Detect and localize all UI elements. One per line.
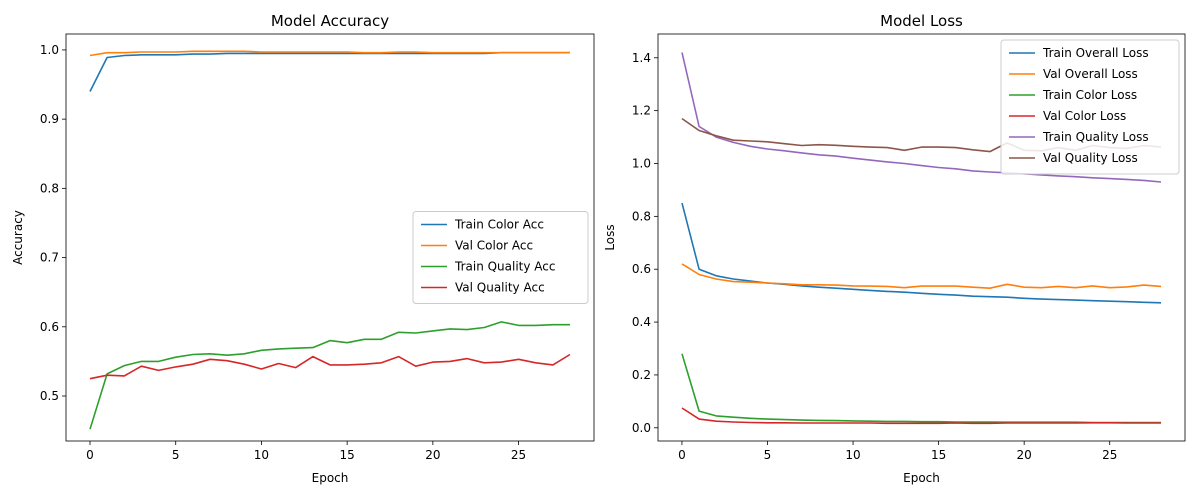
legend-box	[1000, 39, 1180, 175]
y-axis-label: Accuracy	[11, 210, 25, 265]
legend-entry: Train Color Loss	[1042, 88, 1137, 102]
y-tick-label: 1.0	[632, 157, 651, 171]
legend: Train Color Acc Val Color Acc Train Qualit…	[412, 211, 589, 304]
x-tick-label: 0	[86, 448, 94, 462]
series-line-train-color-acc	[89, 51, 570, 92]
y-tick-label: 0.6	[632, 262, 651, 276]
legend-entry: Train Color Acc	[454, 218, 544, 232]
legend-entry: Train Quality Acc	[454, 260, 556, 274]
series-line-val-color-loss	[681, 407, 1161, 425]
series-line-train-quality-acc	[89, 321, 570, 430]
plot-frame	[65, 33, 595, 442]
y-tick-label: 1.2	[632, 104, 651, 118]
legend: Train Overall Loss Val Overall Loss Train …	[1000, 39, 1180, 175]
x-tick-label: 20	[425, 448, 440, 462]
y-tick-label: 0.0	[632, 421, 651, 435]
x-tick-label: 5	[764, 448, 772, 462]
y-tick-label: 0.8	[632, 209, 651, 223]
series-line-train-color-loss	[681, 353, 1161, 424]
y-tick-label: 1.0	[40, 43, 59, 57]
accuracy-chart-panel: Model Accuracy 0 5 10 15 20 25 0.5 0.6 0.7 0.8 0.9 1…	[11, 12, 595, 485]
legend-entry: Val Overall Loss	[1043, 67, 1138, 81]
loss-chart-panel: Model Loss 0 5 10 15 20 25 0.0 0.2 0.4 0.6 0.8 1.0 1.…	[603, 12, 1186, 485]
legend-entry: Val Quality Acc	[455, 281, 545, 295]
x-tick-label: 0	[678, 448, 686, 462]
series-line-val-color-acc	[89, 50, 570, 57]
y-tick-label: 0.6	[40, 320, 59, 334]
chart-title: Model Accuracy	[271, 12, 389, 30]
x-tick-label: 20	[1017, 448, 1032, 462]
series-line-train-quality-loss	[681, 52, 1162, 183]
chart-title: Model Loss	[880, 12, 963, 30]
y-tick-label: 0.9	[40, 112, 59, 126]
y-axis-label: Loss	[603, 224, 617, 250]
x-tick-label: 15	[340, 448, 355, 462]
plot-frame	[657, 33, 1186, 442]
x-tick-label: 10	[254, 448, 269, 462]
legend-entry: Val Color Acc	[455, 239, 533, 253]
y-tick-label: 1.4	[632, 51, 651, 65]
legend-entry: Train Quality Loss	[1042, 130, 1149, 144]
y-tick-label: 0.4	[632, 315, 651, 329]
series-line-val-quality-acc	[89, 353, 571, 380]
x-axis-label: Epoch	[903, 471, 940, 485]
x-tick-label: 25	[511, 448, 526, 462]
y-tick-label: 0.7	[40, 251, 59, 265]
x-tick-label: 10	[845, 448, 860, 462]
x-tick-label: 5	[172, 448, 180, 462]
legend-entry: Train Overall Loss	[1042, 46, 1149, 60]
y-tick-label: 0.5	[40, 389, 59, 403]
series-line-train-overall-loss	[681, 202, 1162, 304]
y-tick-label: 0.8	[40, 181, 59, 195]
x-axis-label: Epoch	[312, 471, 349, 485]
legend-entry: Val Quality Loss	[1043, 151, 1138, 165]
series-line-val-overall-loss	[681, 263, 1162, 290]
legend-box	[412, 211, 589, 304]
x-tick-label: 15	[931, 448, 946, 462]
legend-entry: Val Color Loss	[1043, 109, 1126, 123]
y-tick-label: 0.2	[632, 368, 651, 382]
x-tick-label: 25	[1102, 448, 1117, 462]
